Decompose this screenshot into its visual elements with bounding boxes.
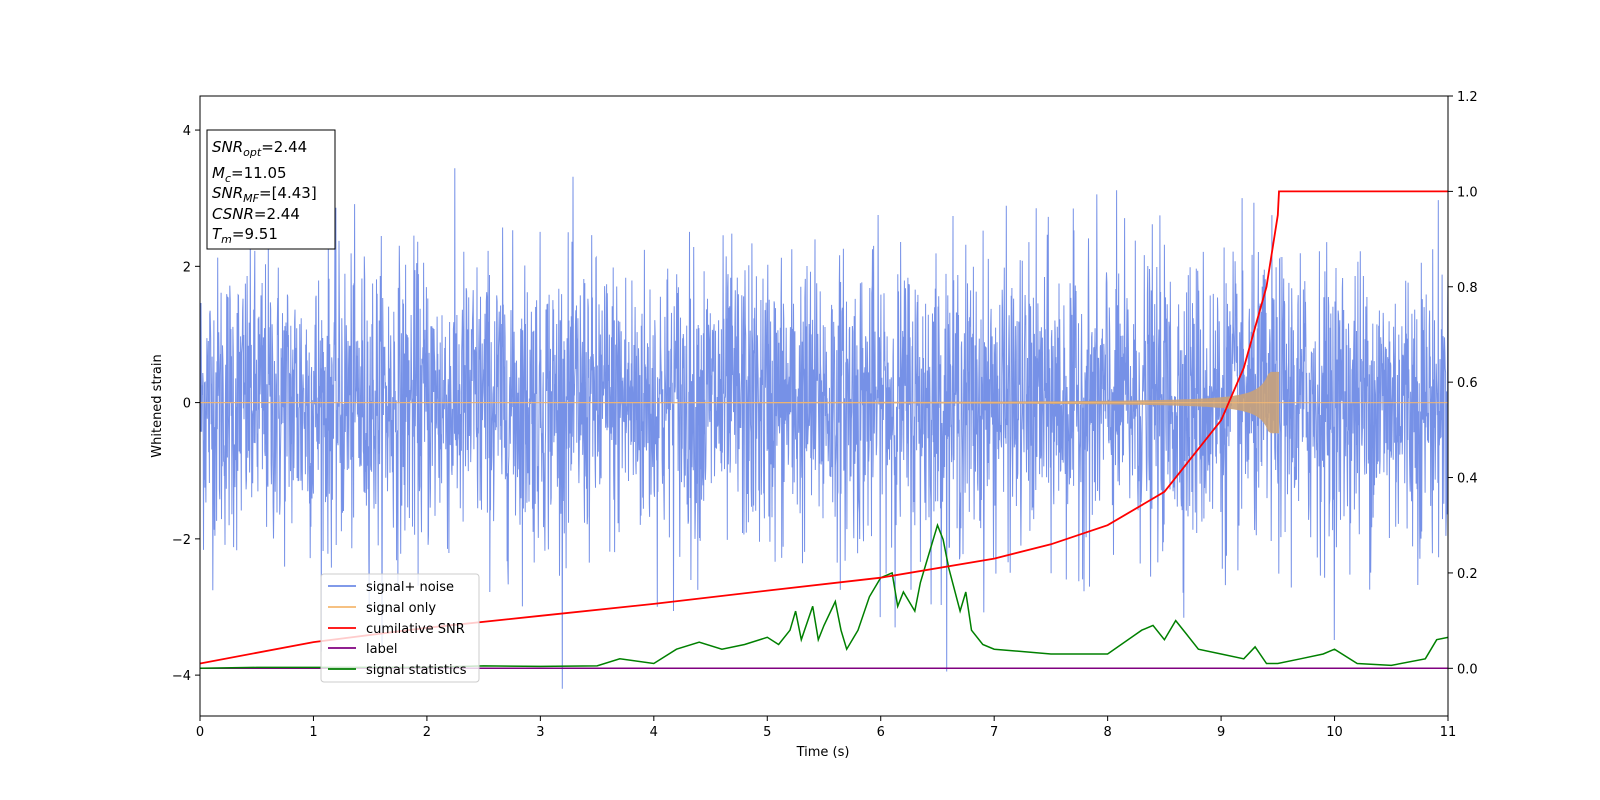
x-tick-label: 10 bbox=[1326, 725, 1343, 740]
y-left-tick-label: 0 bbox=[183, 397, 191, 412]
y-axis-right: 0.0 0.2 0.4 0.6 0.8 1.0 1.2 bbox=[1448, 90, 1478, 677]
cumulative-snr-line bbox=[200, 190, 1448, 665]
x-tick-label: 0 bbox=[196, 725, 204, 740]
info-snr-mf: SNRMF=[4.43] bbox=[212, 184, 317, 205]
info-mc: Mc=11.05 bbox=[212, 164, 287, 185]
x-axis-label: Time (s) bbox=[796, 745, 850, 760]
y-right-tick-label: 0.6 bbox=[1457, 376, 1478, 391]
x-tick-label: 3 bbox=[536, 725, 544, 740]
legend-label-cumulative-snr: cumilative SNR bbox=[366, 622, 465, 637]
y-left-tick-label: −2 bbox=[172, 533, 191, 548]
y-axis-left: −4 −2 0 2 4 bbox=[172, 124, 200, 684]
legend-label-label: label bbox=[366, 642, 397, 657]
info-box: SNRopt=2.44 Mc=11.05 SNRMF=[4.43] CSNR=2… bbox=[206, 129, 336, 250]
signal-noise-line bbox=[200, 168, 1448, 689]
x-tick-label: 5 bbox=[763, 725, 771, 740]
x-axis: 0 1 2 3 4 5 6 7 8 9 10 11 bbox=[196, 716, 1456, 740]
x-tick-label: 8 bbox=[1103, 725, 1111, 740]
y-right-tick-label: 0.8 bbox=[1457, 281, 1478, 296]
y-left-tick-label: 4 bbox=[183, 124, 191, 139]
y-right-tick-label: 0.4 bbox=[1457, 472, 1478, 487]
legend-label-signal-noise: signal+ noise bbox=[366, 580, 454, 595]
x-tick-label: 11 bbox=[1440, 725, 1457, 740]
y-axis-label: Whitened strain bbox=[150, 354, 165, 457]
legend-label-signal-only: signal only bbox=[366, 601, 436, 616]
x-tick-label: 7 bbox=[990, 725, 998, 740]
x-tick-label: 2 bbox=[423, 725, 431, 740]
y-right-tick-label: 1.0 bbox=[1457, 185, 1478, 200]
y-right-tick-label: 0.0 bbox=[1457, 662, 1478, 677]
info-tm: Tm=9.51 bbox=[212, 225, 278, 246]
y-right-tick-label: 0.2 bbox=[1457, 567, 1478, 582]
y-right-tick-label: 1.2 bbox=[1457, 90, 1478, 105]
info-snr-opt: SNRopt=2.44 bbox=[212, 138, 307, 159]
x-tick-label: 9 bbox=[1217, 725, 1225, 740]
y-left-tick-label: −4 bbox=[172, 669, 191, 684]
signal-statistics-line bbox=[200, 522, 1448, 670]
plot-frame bbox=[199, 95, 1449, 717]
y-left-tick-label: 2 bbox=[183, 260, 191, 275]
x-tick-label: 4 bbox=[650, 725, 658, 740]
x-tick-label: 6 bbox=[877, 725, 885, 740]
legend-label-signal-statistics: signal statistics bbox=[366, 663, 467, 678]
info-csnr: CSNR=2.44 bbox=[212, 205, 300, 223]
legend: signal+ noise signal only cumilative SNR… bbox=[320, 573, 480, 683]
x-tick-label: 1 bbox=[309, 725, 317, 740]
